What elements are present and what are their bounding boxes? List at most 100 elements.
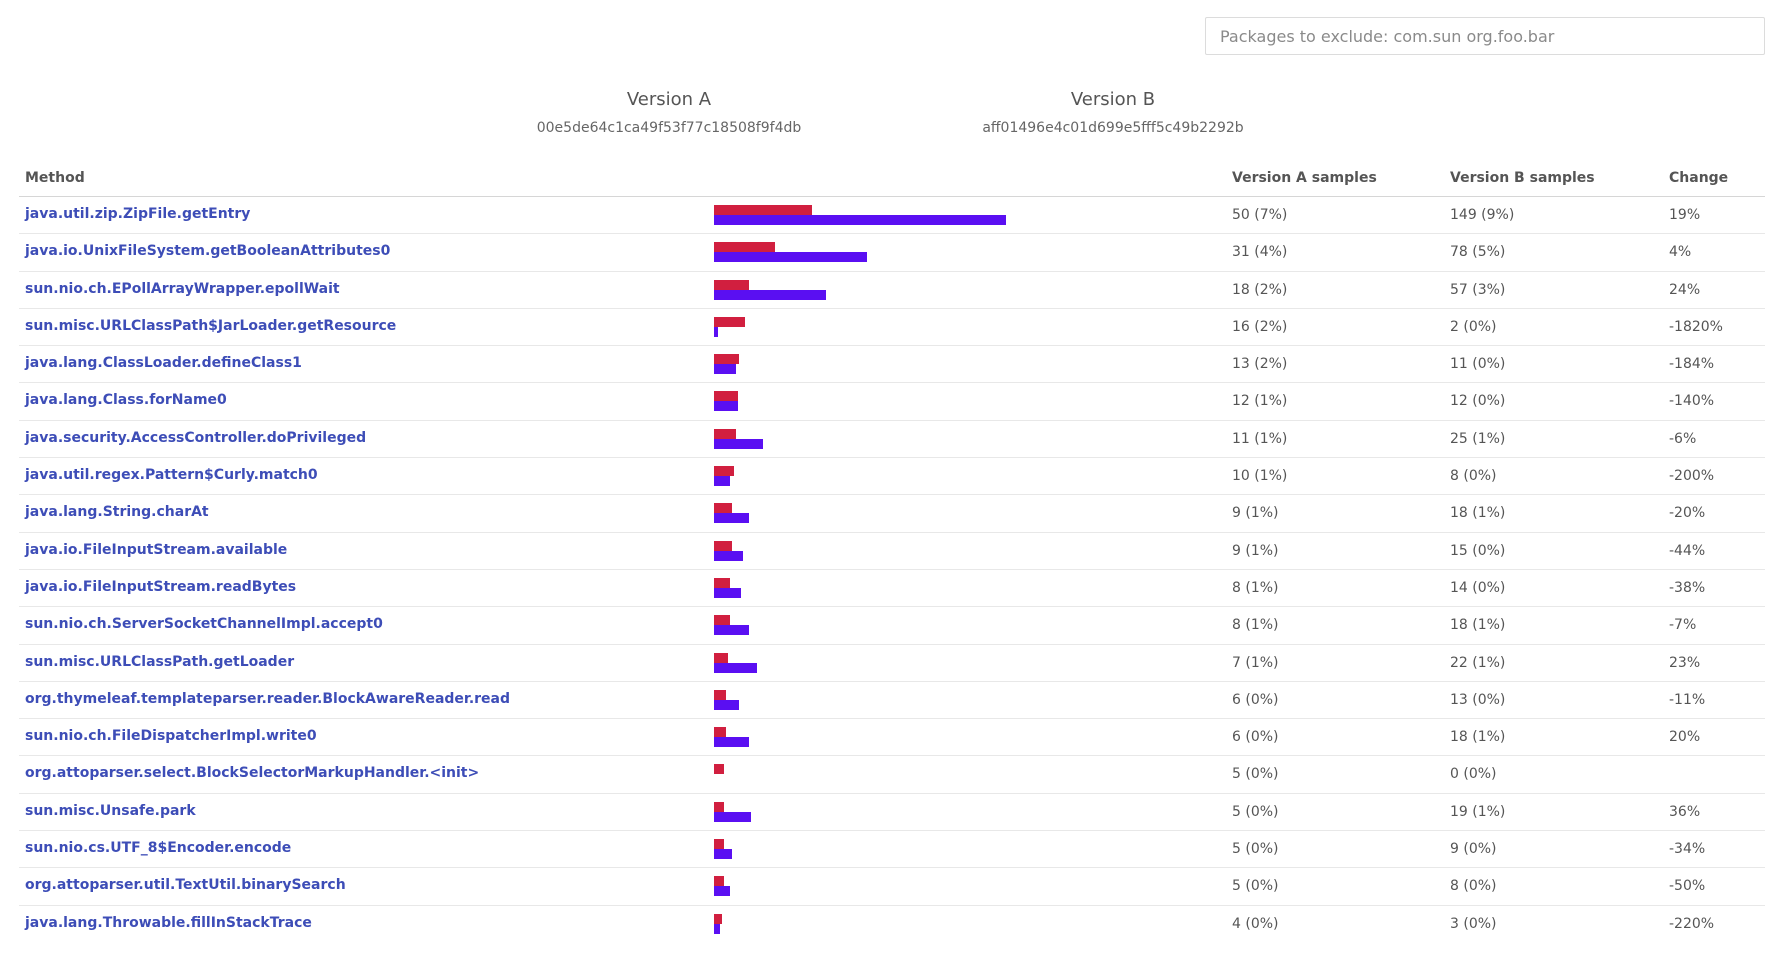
table-row: sun.nio.ch.FileDispatcherImpl.write0 6 (0…: [19, 719, 1765, 757]
version-b-samples: 14 (0%): [1450, 579, 1506, 596]
sample-bars: [714, 503, 1114, 524]
version-b-bar: [714, 699, 740, 710]
method-link[interactable]: sun.nio.ch.EPollArrayWrapper.epollWait: [25, 280, 340, 297]
version-a-samples: 6 (0%): [1232, 729, 1279, 746]
method-link[interactable]: sun.misc.URLClassPath.getLoader: [25, 653, 295, 670]
header-change[interactable]: Change: [1669, 170, 1729, 186]
sample-bars: [714, 466, 1114, 487]
table-row: java.io.UnixFileSystem.getBooleanAttribu…: [19, 234, 1765, 272]
methods-table: Method Version A samples Version B sampl…: [19, 160, 1765, 943]
version-b-hash: aff01496e4c01d699e5fff5c49b2292b: [982, 120, 1244, 136]
version-b-bar: [714, 625, 750, 636]
version-a-samples: 9 (1%): [1232, 542, 1279, 559]
version-a-samples: 6 (0%): [1232, 691, 1279, 708]
method-link[interactable]: java.lang.ClassLoader.defineClass1: [25, 355, 302, 372]
change-value: -38%: [1669, 579, 1706, 596]
table-row: sun.misc.URLClassPath.getLoader 7 (1%) 22 …: [19, 645, 1765, 682]
method-link[interactable]: java.lang.Throwable.fillInStackTrace: [25, 914, 312, 931]
method-link[interactable]: sun.nio.cs.UTF_8$Encoder.encode: [25, 840, 292, 857]
table-row: java.io.FileInputStream.available 9 (1%) 1…: [19, 533, 1765, 570]
change-value: -11%: [1669, 691, 1706, 708]
version-a-samples: 9 (1%): [1232, 505, 1279, 522]
method-link[interactable]: java.io.FileInputStream.available: [25, 541, 288, 558]
version-a-bar: [714, 839, 724, 850]
version-a-bar: [714, 466, 734, 477]
version-b-bar: [714, 364, 736, 375]
method-link[interactable]: java.lang.Class.forName0: [25, 392, 227, 409]
version-b-bar: [714, 513, 750, 524]
header-version-a-samples[interactable]: Version A samples: [1232, 170, 1377, 186]
version-b-samples: 78 (5%): [1450, 244, 1506, 261]
version-b-samples: 2 (0%): [1450, 318, 1497, 335]
method-link[interactable]: java.lang.String.charAt: [25, 504, 209, 521]
method-link[interactable]: sun.nio.ch.ServerSocketChannelImpl.accep…: [25, 616, 383, 633]
method-link[interactable]: java.io.UnixFileSystem.getBooleanAttribu…: [25, 243, 391, 260]
sample-bars: [714, 727, 1114, 748]
table-row: java.lang.ClassLoader.defineClass1 13 (2%…: [19, 346, 1765, 384]
version-b-bar: [714, 289, 826, 300]
change-value: 4%: [1669, 244, 1692, 261]
table-row: sun.nio.cs.UTF_8$Encoder.encode 5 (0%) 9 (…: [19, 831, 1765, 869]
method-link[interactable]: java.util.regex.Pattern$Curly.match0: [25, 467, 318, 484]
sample-bars: [714, 242, 1114, 263]
version-a-samples: 8 (1%): [1232, 617, 1279, 634]
version-b-bar: [714, 438, 763, 449]
method-link[interactable]: java.security.AccessController.doPrivile…: [25, 429, 367, 446]
version-a-bar: [714, 503, 732, 514]
sample-bars: [714, 689, 1114, 710]
version-a-samples: 5 (0%): [1232, 878, 1279, 895]
table-header: Method Version A samples Version B sampl…: [19, 160, 1765, 197]
version-a-samples: 12 (1%): [1232, 393, 1288, 410]
method-link[interactable]: org.attoparser.select.BlockSelectorMarku…: [25, 765, 480, 782]
version-a-samples: 4 (0%): [1232, 915, 1279, 932]
change-value: -184%: [1669, 356, 1715, 373]
sample-bars: [714, 279, 1114, 300]
table-row: java.lang.Throwable.fillInStackTrace 4 (0…: [19, 906, 1765, 943]
method-link[interactable]: sun.nio.ch.FileDispatcherImpl.write0: [25, 728, 317, 745]
change-value: 23%: [1669, 654, 1701, 671]
version-b-bar: [714, 215, 1006, 225]
table-row: java.util.regex.Pattern$Curly.match0 10 (…: [19, 458, 1765, 496]
method-link[interactable]: sun.misc.Unsafe.park: [25, 802, 196, 819]
version-b-title: Version B: [1070, 89, 1156, 110]
version-b-samples: 19 (1%): [1450, 803, 1506, 820]
version-b-bar: [714, 476, 730, 487]
version-b-bar: [714, 737, 750, 748]
table-row: sun.nio.ch.EPollArrayWrapper.epollWait 18…: [19, 272, 1765, 309]
version-a-bar: [714, 540, 732, 551]
version-b-bar: [714, 252, 867, 263]
method-link[interactable]: java.util.zip.ZipFile.getEntry: [25, 206, 251, 222]
change-value: -6%: [1669, 430, 1697, 447]
method-link[interactable]: sun.misc.URLClassPath$JarLoader.getResou…: [25, 317, 397, 334]
table-body: java.util.zip.ZipFile.getEntry 50 (7%) 149…: [19, 197, 1765, 943]
version-b-bar: [714, 886, 730, 897]
version-a-samples: 31 (4%): [1232, 244, 1288, 261]
method-link[interactable]: org.attoparser.util.TextUtil.binarySearc…: [25, 877, 346, 894]
exclude-packages-input[interactable]: [1205, 17, 1765, 55]
change-value: 36%: [1669, 803, 1701, 820]
method-link[interactable]: org.thymeleaf.templateparser.reader.Bloc…: [25, 690, 511, 707]
version-b-bar: [714, 587, 742, 598]
version-a-bar: [714, 428, 736, 439]
version-a-samples: 18 (2%): [1232, 281, 1288, 298]
header-version-b-samples[interactable]: Version B samples: [1450, 170, 1595, 186]
version-a-bar: [714, 279, 750, 290]
version-b-samples: 25 (1%): [1450, 430, 1506, 447]
version-a-bar: [714, 354, 740, 365]
version-b-samples: 15 (0%): [1450, 542, 1506, 559]
change-value: -44%: [1669, 542, 1706, 559]
sample-bars: [714, 316, 1114, 337]
method-link[interactable]: java.io.FileInputStream.readBytes: [25, 578, 297, 595]
version-b-samples: 18 (1%): [1450, 729, 1506, 746]
version-a-samples: 5 (0%): [1232, 841, 1279, 858]
sample-bars: [714, 391, 1114, 412]
table-row: org.attoparser.select.BlockSelectorMarku…: [19, 756, 1765, 794]
change-value: -140%: [1669, 393, 1715, 410]
version-a-samples: 5 (0%): [1232, 803, 1279, 820]
version-b-samples: 11 (0%): [1450, 356, 1506, 373]
table-row: java.io.FileInputStream.readBytes 8 (1%) 1…: [19, 570, 1765, 608]
header-method[interactable]: Method: [25, 170, 85, 186]
version-a-bar: [714, 727, 726, 738]
version-a-samples: 7 (1%): [1232, 654, 1279, 671]
table-row: sun.misc.URLClassPath$JarLoader.getResou…: [19, 309, 1765, 347]
